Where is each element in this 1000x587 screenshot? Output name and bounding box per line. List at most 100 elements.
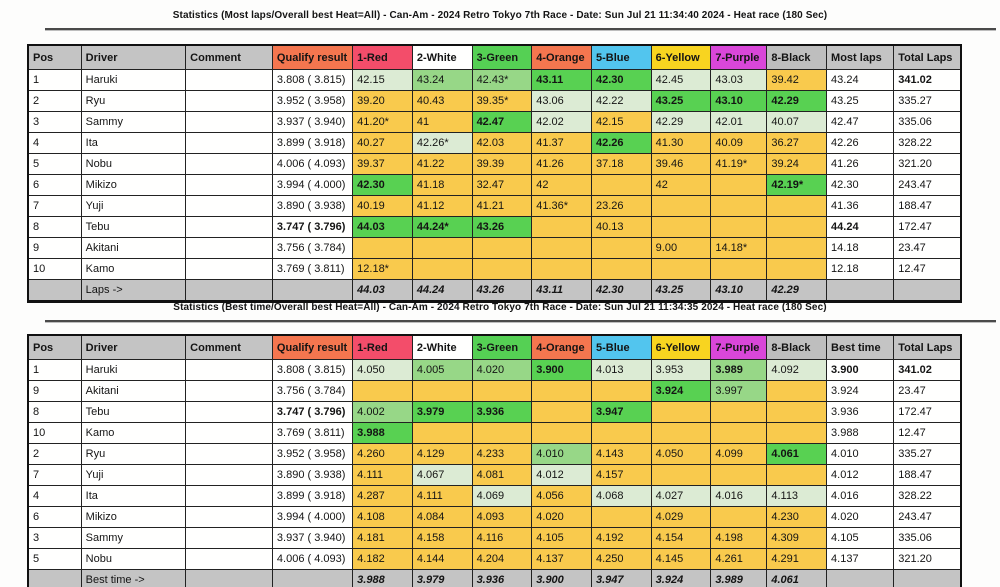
pos-cell: 8 bbox=[27, 216, 82, 238]
total-laps-cell: 243.47 bbox=[893, 506, 962, 528]
qualify-cell: 3.899 ( 3.918) bbox=[271, 132, 354, 154]
summary-cell: 12.18 bbox=[826, 258, 895, 280]
qualify-cell: 3.769 ( 3.811) bbox=[271, 422, 354, 444]
summary-cell: 4.020 bbox=[826, 506, 895, 528]
footer-row: Best time -> 3.988 3.979 3.936 3.900 3.947 3.9… bbox=[27, 569, 962, 587]
heat-cell-5: 42.15 bbox=[590, 111, 652, 133]
heat-cell-8: 40.07 bbox=[766, 111, 828, 133]
heat-cell-3 bbox=[471, 380, 533, 402]
heat-cell-1: 4.108 bbox=[352, 506, 413, 528]
comment-cell bbox=[185, 443, 273, 465]
footer-value-4: 43.11 bbox=[531, 279, 592, 302]
heat-cell-3: 41.21 bbox=[471, 195, 533, 217]
heat-cell-3: 42.43* bbox=[471, 69, 533, 91]
column-header-total-laps: Total Laps bbox=[893, 44, 962, 70]
heat-cell-2: 41.12 bbox=[411, 195, 473, 217]
heat-cell-2: 41.18 bbox=[411, 174, 473, 196]
comment-cell bbox=[185, 380, 273, 402]
column-header-5-blue: 5-Blue bbox=[590, 334, 652, 360]
qualify-cell: 3.747 ( 3.796) bbox=[271, 401, 354, 423]
pos-cell: 7 bbox=[27, 464, 82, 486]
summary-cell: 4.105 bbox=[826, 527, 895, 549]
total-laps-cell: 335.27 bbox=[893, 90, 962, 112]
column-header-8-black: 8-Black bbox=[766, 44, 828, 70]
column-header-best-time: Best time bbox=[826, 334, 895, 360]
total-laps-cell: 188.47 bbox=[893, 464, 962, 486]
heat-cell-1: 42.30 bbox=[352, 174, 413, 196]
heat-cell-6: 4.029 bbox=[650, 506, 712, 528]
footer-value-2: 3.979 bbox=[411, 569, 473, 587]
heat-cell-2 bbox=[411, 422, 473, 444]
comment-cell bbox=[185, 548, 273, 570]
summary-cell: 4.016 bbox=[826, 485, 895, 507]
heat-cell-8: 4.309 bbox=[766, 527, 828, 549]
heat-cell-4 bbox=[531, 380, 592, 402]
heat-cell-6: 42.29 bbox=[650, 111, 712, 133]
heat-cell-3: 4.069 bbox=[471, 485, 533, 507]
heat-cell-3 bbox=[471, 258, 533, 280]
pos-cell: 1 bbox=[27, 359, 82, 381]
qualify-cell: 3.747 ( 3.796) bbox=[271, 216, 354, 238]
column-header-most-laps: Most laps bbox=[826, 44, 895, 70]
heat-cell-2: 41.22 bbox=[411, 153, 473, 175]
driver-row: 3 Sammy 3.937 ( 3.940) 41.20* 41 42.47 42.02 42… bbox=[27, 111, 962, 133]
qualify-cell: 3.890 ( 3.938) bbox=[271, 464, 354, 486]
comment-cell bbox=[185, 422, 273, 444]
heat-cell-3 bbox=[471, 237, 533, 259]
heat-cell-7: 40.09 bbox=[710, 132, 768, 154]
footer-label: Laps -> bbox=[80, 279, 187, 302]
heat-cell-1: 39.37 bbox=[352, 153, 413, 175]
header-row: Pos Driver Comment Qualify result 1-Red 2-Whi… bbox=[27, 334, 962, 360]
column-header-driver: Driver bbox=[80, 334, 187, 360]
heat-cell-8 bbox=[766, 195, 828, 217]
footer-value-6: 3.924 bbox=[650, 569, 712, 587]
qualify-cell: 3.808 ( 3.815) bbox=[271, 359, 354, 381]
heat-cell-2: 4.144 bbox=[411, 548, 473, 570]
driver-cell: Tebu bbox=[80, 216, 187, 238]
summary-cell: 3.900 bbox=[826, 359, 895, 381]
qualify-cell: 3.899 ( 3.918) bbox=[271, 485, 354, 507]
most-laps-title: Statistics (Most laps/Overall best Heat=… bbox=[172, 10, 828, 21]
column-header-total-laps: Total Laps bbox=[893, 334, 962, 360]
heat-cell-7 bbox=[710, 401, 768, 423]
column-header-6-yellow: 6-Yellow bbox=[650, 334, 712, 360]
driver-cell: Kamo bbox=[80, 258, 187, 280]
summary-cell: 41.36 bbox=[826, 195, 895, 217]
heat-cell-5: 23.26 bbox=[590, 195, 652, 217]
comment-cell bbox=[185, 485, 273, 507]
column-header-3-green: 3-Green bbox=[471, 44, 533, 70]
heat-cell-7: 4.099 bbox=[710, 443, 768, 465]
column-header-7-purple: 7-Purple bbox=[710, 44, 768, 70]
column-header-2-white: 2-White bbox=[411, 44, 473, 70]
driver-cell: Ryu bbox=[80, 443, 187, 465]
heat-cell-7: 4.016 bbox=[710, 485, 768, 507]
heat-cell-2: 40.43 bbox=[411, 90, 473, 112]
heat-cell-3: 4.081 bbox=[471, 464, 533, 486]
driver-row: 10 Kamo 3.769 ( 3.811) 12.18* 12.18 12.47 bbox=[27, 258, 962, 280]
footer-blank bbox=[893, 569, 962, 587]
heat-cell-8: 42.19* bbox=[766, 174, 828, 196]
qualify-cell: 3.890 ( 3.938) bbox=[271, 195, 354, 217]
qualify-cell: 3.808 ( 3.815) bbox=[271, 69, 354, 91]
column-header-6-yellow: 6-Yellow bbox=[650, 44, 712, 70]
total-laps-cell: 335.06 bbox=[893, 111, 962, 133]
column-header-1-red: 1-Red bbox=[352, 334, 413, 360]
heat-cell-5 bbox=[590, 174, 652, 196]
heat-cell-6: 4.027 bbox=[650, 485, 712, 507]
summary-cell: 42.47 bbox=[826, 111, 895, 133]
best-time-title: Statistics (Best time/Overall best Heat=… bbox=[173, 302, 827, 313]
heat-cell-4: 42 bbox=[531, 174, 592, 196]
driver-cell: Mikizo bbox=[80, 506, 187, 528]
footer-blank bbox=[271, 569, 354, 587]
total-laps-cell: 341.02 bbox=[893, 359, 962, 381]
driver-row: 3 Sammy 3.937 ( 3.940) 4.181 4.158 4.116 4.105… bbox=[27, 527, 962, 549]
pos-cell: 8 bbox=[27, 401, 82, 423]
heat-cell-4: 43.11 bbox=[531, 69, 592, 91]
heat-cell-1: 4.050 bbox=[352, 359, 413, 381]
footer-row: Laps -> 44.03 44.24 43.26 43.11 42.30 43.25 43.… bbox=[27, 279, 962, 302]
comment-cell bbox=[185, 153, 273, 175]
footer-label: Best time -> bbox=[80, 569, 187, 587]
summary-cell: 4.010 bbox=[826, 443, 895, 465]
heat-cell-8 bbox=[766, 216, 828, 238]
